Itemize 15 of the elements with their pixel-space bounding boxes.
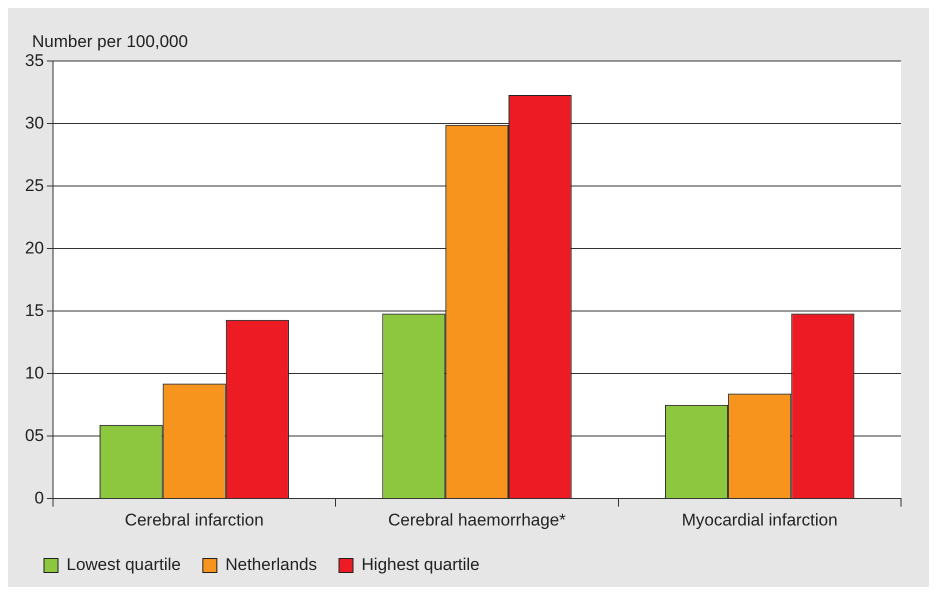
y-axis-title: Number per 100,000 (32, 32, 188, 52)
legend-label: Netherlands (225, 555, 318, 574)
y-tick-label: 15 (24, 300, 44, 320)
y-tick-label: 20 (24, 238, 44, 258)
y-tick-label: 25 (24, 176, 44, 195)
y-tick-label: 10 (24, 363, 44, 382)
y-tick-label: 0 (34, 488, 44, 508)
legend-label: Lowest quartile (66, 555, 181, 574)
y-tick-label: 35 (24, 50, 44, 70)
x-tick-label: Myocardial infarction (682, 510, 838, 530)
y-tick-label: 05 (24, 426, 44, 445)
y-tick-label: 30 (24, 113, 44, 132)
legend-label: Highest quartile (362, 555, 480, 574)
x-tick-label: Cerebral infarction (124, 510, 264, 530)
x-tick-label: Cerebral haemorrhage* (388, 510, 566, 530)
